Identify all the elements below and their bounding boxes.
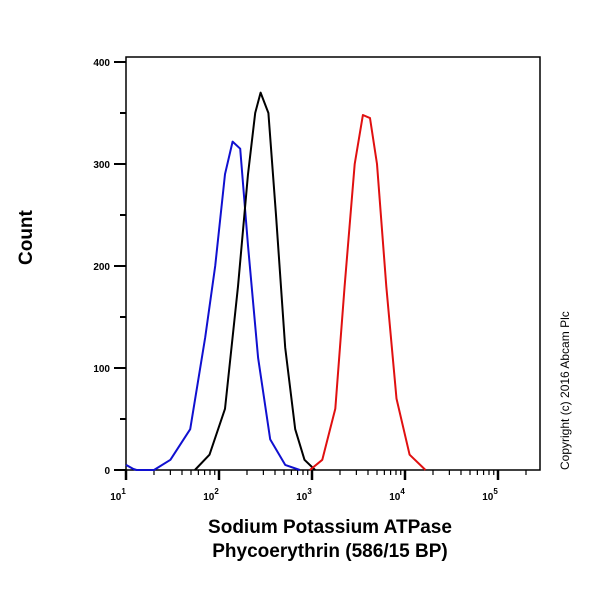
- x-tick-label: 102: [203, 487, 219, 503]
- y-tick-label: 100: [93, 364, 110, 375]
- y-axis-label: Count: [16, 210, 37, 265]
- plot-frame: [125, 56, 541, 471]
- x-tick-label: 101: [110, 487, 126, 503]
- y-tick-label: 300: [93, 160, 110, 171]
- x-axis-label-line2: Phycoerythrin (586/15 BP): [212, 541, 448, 562]
- series-line-2: [194, 91, 316, 471]
- x-axis-label-line1: Sodium Potassium ATPase: [208, 517, 452, 538]
- copyright-text: Copyright (c) 2016 Abcam Plc: [558, 311, 572, 470]
- x-tick-label: 104: [389, 487, 405, 503]
- x-tick-label: 105: [482, 487, 498, 503]
- x-axis-label: Sodium Potassium ATPase Phycoerythrin (5…: [0, 516, 600, 564]
- x-tick-label: 103: [296, 487, 312, 503]
- series-line-1: [125, 140, 301, 471]
- y-tick-label: 0: [104, 466, 110, 477]
- y-tick-label: 400: [93, 58, 110, 69]
- series-line-3: [309, 114, 427, 471]
- y-tick-label: 200: [93, 262, 110, 273]
